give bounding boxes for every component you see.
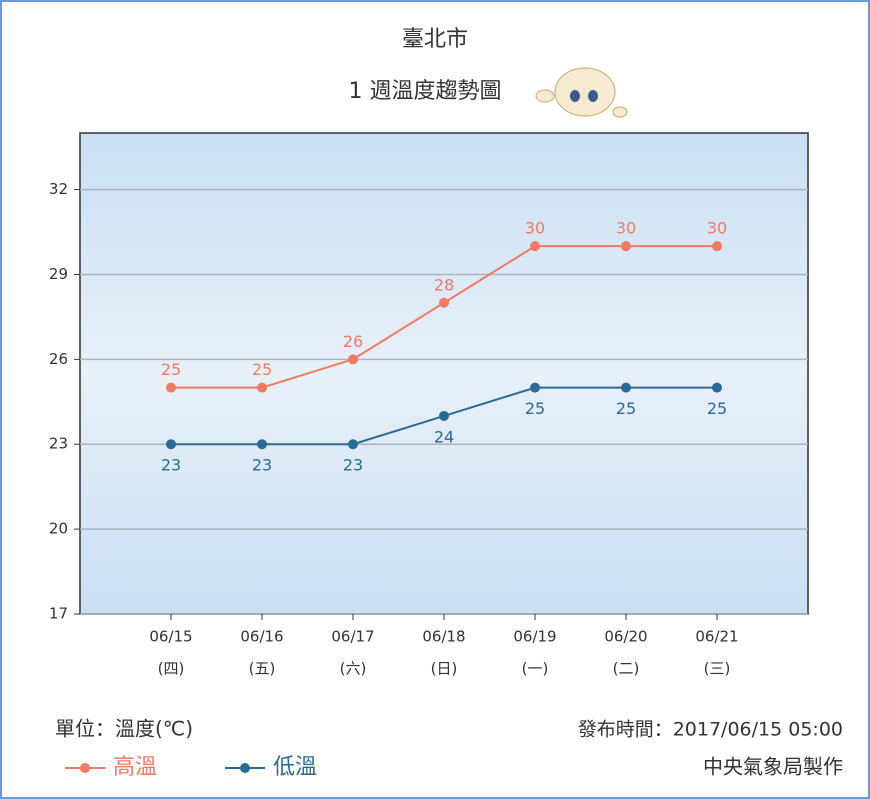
data-label: 25 xyxy=(252,360,272,379)
data-label: 24 xyxy=(434,427,454,446)
legend-label: 低溫 xyxy=(273,755,317,780)
x-weekday-label: (四) xyxy=(158,660,185,678)
x-weekday-label: (六) xyxy=(340,660,367,678)
data-label: 23 xyxy=(161,456,181,475)
y-tick-label: 29 xyxy=(49,265,68,283)
y-tick-label: 23 xyxy=(49,435,68,453)
data-label: 25 xyxy=(707,399,727,418)
x-weekday-label: (一) xyxy=(522,660,549,678)
data-label: 25 xyxy=(525,399,545,418)
data-point xyxy=(439,410,449,421)
legend-marker xyxy=(240,763,250,773)
data-point xyxy=(257,382,267,393)
data-label: 25 xyxy=(161,360,181,379)
x-weekday-label: (二) xyxy=(613,660,640,678)
legend-label: 高溫 xyxy=(113,755,157,780)
data-label: 25 xyxy=(616,399,636,418)
data-point xyxy=(621,382,631,393)
mascot xyxy=(535,67,628,118)
data-point xyxy=(530,382,540,393)
chart-subtitle: 1 週溫度趨勢圖 xyxy=(349,79,502,104)
data-point xyxy=(348,354,358,365)
credit: 中央氣象局製作 xyxy=(703,755,843,779)
data-point xyxy=(712,382,722,393)
unit-note: 單位：溫度(℃) xyxy=(55,717,193,741)
y-tick-label: 32 xyxy=(49,180,68,198)
data-label: 23 xyxy=(343,456,363,475)
data-point xyxy=(530,241,540,252)
data-point xyxy=(166,439,176,450)
data-point xyxy=(439,297,449,308)
plot-area xyxy=(79,132,809,615)
x-tick-label: 06/18 xyxy=(422,628,465,646)
y-tick-label: 26 xyxy=(49,350,68,368)
data-label: 30 xyxy=(707,219,727,238)
x-tick-label: 06/21 xyxy=(695,628,738,646)
x-tick-label: 06/15 xyxy=(149,628,192,646)
legend-marker xyxy=(80,763,90,773)
data-point xyxy=(348,439,358,450)
y-tick-label: 17 xyxy=(49,605,68,623)
x-tick-label: 06/19 xyxy=(513,628,556,646)
data-label: 23 xyxy=(252,456,272,475)
data-point xyxy=(257,439,267,450)
issued-time: 發布時間：2017/06/15 05:00 xyxy=(578,719,843,741)
data-label: 30 xyxy=(525,219,545,238)
data-label: 26 xyxy=(343,332,363,351)
data-label: 28 xyxy=(434,275,454,294)
x-tick-label: 06/20 xyxy=(604,628,647,646)
data-point xyxy=(621,241,631,252)
y-tick-label: 20 xyxy=(49,520,68,538)
x-tick-label: 06/16 xyxy=(240,628,283,646)
data-point xyxy=(166,382,176,393)
x-tick-label: 06/17 xyxy=(331,628,374,646)
data-point xyxy=(712,241,722,252)
data-label: 30 xyxy=(616,219,636,238)
chart-title: 臺北市 xyxy=(402,27,468,52)
x-weekday-label: (三) xyxy=(704,660,731,678)
x-weekday-label: (五) xyxy=(249,660,276,678)
x-weekday-label: (日) xyxy=(431,660,458,678)
